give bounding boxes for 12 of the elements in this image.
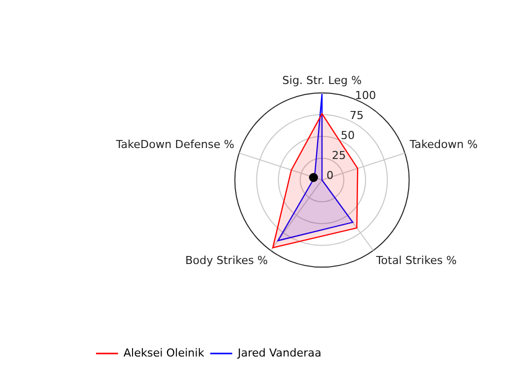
legend-label: Aleksei Oleinik — [124, 346, 205, 360]
y-tick-label: 75 — [350, 109, 364, 122]
spoke-label: Body Strikes % — [185, 254, 268, 268]
spoke-label: Total Strikes % — [375, 254, 457, 268]
legend-label: Jared Vanderaa — [236, 346, 322, 360]
y-tick-label: 25 — [332, 148, 346, 162]
y-tick-label: 0 — [326, 168, 334, 182]
spoke-label: Sig. Str. Leg % — [282, 74, 362, 88]
y-tick-label: 50 — [340, 129, 355, 142]
spoke-label: Takedown % — [408, 138, 478, 151]
spoke-label: TakeDown Defense % — [114, 138, 234, 151]
y-tick-label: 100 — [354, 89, 376, 102]
